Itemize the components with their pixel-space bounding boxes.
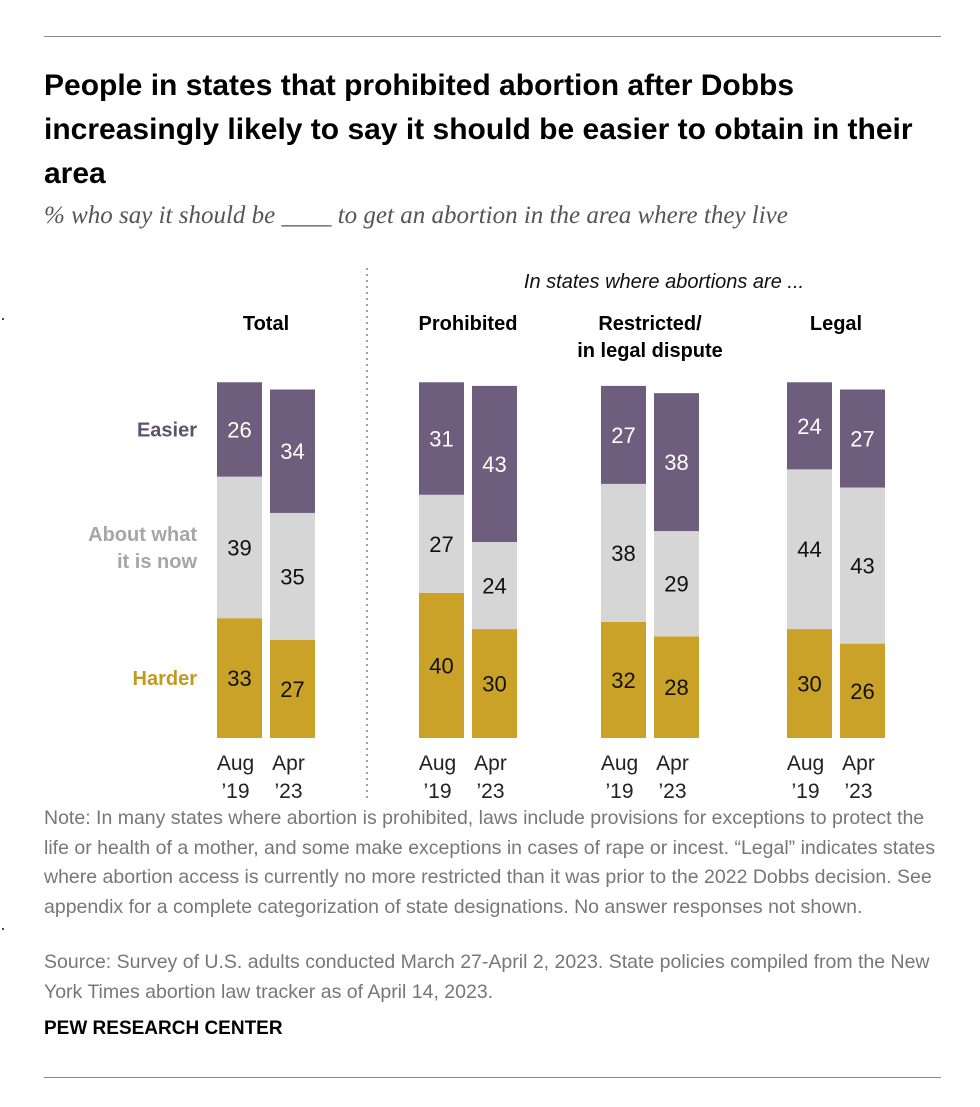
bar-segment-easier: [654, 393, 699, 532]
period-label: ’23: [658, 780, 686, 803]
period-label: Apr: [272, 752, 305, 775]
chart-title: People in states that prohibited abortio…: [44, 69, 913, 190]
period-label: ’23: [844, 780, 872, 803]
bar-value-label: 40: [429, 653, 453, 678]
bar-segment-harder: [654, 636, 699, 738]
bar-value-label: 39: [227, 535, 251, 560]
group-title: Prohibited: [419, 313, 518, 335]
series-label: About what: [88, 524, 197, 546]
bar-segment-harder: [270, 639, 315, 738]
period-label: ’19: [423, 780, 451, 803]
series-label: Easier: [137, 419, 197, 441]
series-label: Harder: [133, 668, 198, 690]
bar-segment-harder: [601, 621, 646, 738]
bottom-rule: [44, 1077, 941, 1078]
publisher-name: PEW RESEARCH CENTER: [44, 1018, 283, 1039]
chart-subtitle: % who say it should be ____ to get an ab…: [44, 202, 788, 229]
group-title: Total: [243, 313, 289, 335]
bar-segment-about-what-it-is-now: [270, 512, 315, 640]
period-label: Aug: [419, 752, 456, 775]
bar-value-label: 44: [797, 537, 821, 562]
series-label: it is now: [117, 551, 197, 573]
bar-segment-easier: [840, 389, 885, 488]
period-label: Aug: [601, 752, 638, 775]
bar-value-label: 35: [280, 564, 304, 589]
bar-segment-harder: [472, 629, 517, 738]
period-label: Aug: [787, 752, 824, 775]
bar-value-label: 26: [850, 679, 874, 704]
period-label: ’19: [221, 780, 249, 803]
bar-value-label: 33: [227, 666, 251, 691]
period-label: ’23: [476, 780, 504, 803]
period-label: Apr: [842, 752, 875, 775]
top-rule: [44, 36, 941, 37]
edge-mark: ·: [0, 918, 6, 938]
chart-source: Source: Survey of U.S. adults conducted …: [44, 951, 930, 1003]
bar-segment-about-what-it-is-now: [601, 483, 646, 622]
bar-segment-about-what-it-is-now: [419, 494, 464, 593]
bar-value-label: 27: [850, 427, 874, 452]
bar-value-label: 38: [664, 450, 688, 475]
bar-value-label: 28: [664, 675, 688, 700]
state-groups-header: In states where abortions are ...: [524, 271, 804, 293]
period-label: Aug: [217, 752, 254, 775]
bar-segment-easier: [472, 385, 517, 542]
bar-value-label: 29: [664, 572, 688, 597]
bar-value-label: 30: [482, 672, 506, 697]
bar-segment-about-what-it-is-now: [654, 531, 699, 637]
bar-segment-easier: [270, 389, 315, 513]
group-title: Restricted/: [598, 313, 702, 335]
group-title: Legal: [810, 313, 862, 335]
bar-segment-about-what-it-is-now: [217, 476, 262, 619]
bar-value-label: 26: [227, 417, 251, 442]
bar-segment-easier: [601, 385, 646, 484]
bar-segment-harder: [840, 643, 885, 738]
period-label: ’19: [791, 780, 819, 803]
bar-segment-easier: [217, 382, 262, 477]
bar-value-label: 27: [611, 423, 635, 448]
edge-mark: ·: [0, 308, 6, 328]
period-label: ’23: [274, 780, 302, 803]
bar-value-label: 34: [280, 439, 304, 464]
bar-segment-about-what-it-is-now: [787, 469, 832, 630]
bar-segment-about-what-it-is-now: [840, 487, 885, 644]
bar-value-label: 24: [482, 574, 506, 599]
period-label: ’19: [605, 780, 633, 803]
bar-value-label: 30: [797, 672, 821, 697]
bar-value-label: 27: [429, 532, 453, 557]
bar-segment-harder: [217, 618, 262, 738]
bar-segment-harder: [787, 629, 832, 738]
bar-value-label: 27: [280, 677, 304, 702]
bar-value-label: 24: [797, 414, 821, 439]
period-label: Apr: [474, 752, 507, 775]
bar-value-label: 43: [850, 554, 874, 579]
group-title: in legal dispute: [577, 340, 723, 362]
stacked-bar-chart: In states where abortions are ... Total Pr…: [88, 268, 885, 803]
chart-note: Note: In many states where abortion is p…: [44, 807, 935, 918]
bar-value-label: 38: [611, 541, 635, 566]
bar-segment-easier: [419, 382, 464, 495]
bar-segment-about-what-it-is-now: [472, 541, 517, 630]
bar-value-label: 31: [429, 427, 453, 452]
bar-value-label: 32: [611, 668, 635, 693]
period-label: Apr: [656, 752, 689, 775]
bar-value-label: 43: [482, 452, 506, 477]
bar-segment-easier: [787, 382, 832, 470]
bar-segment-harder: [419, 592, 464, 738]
